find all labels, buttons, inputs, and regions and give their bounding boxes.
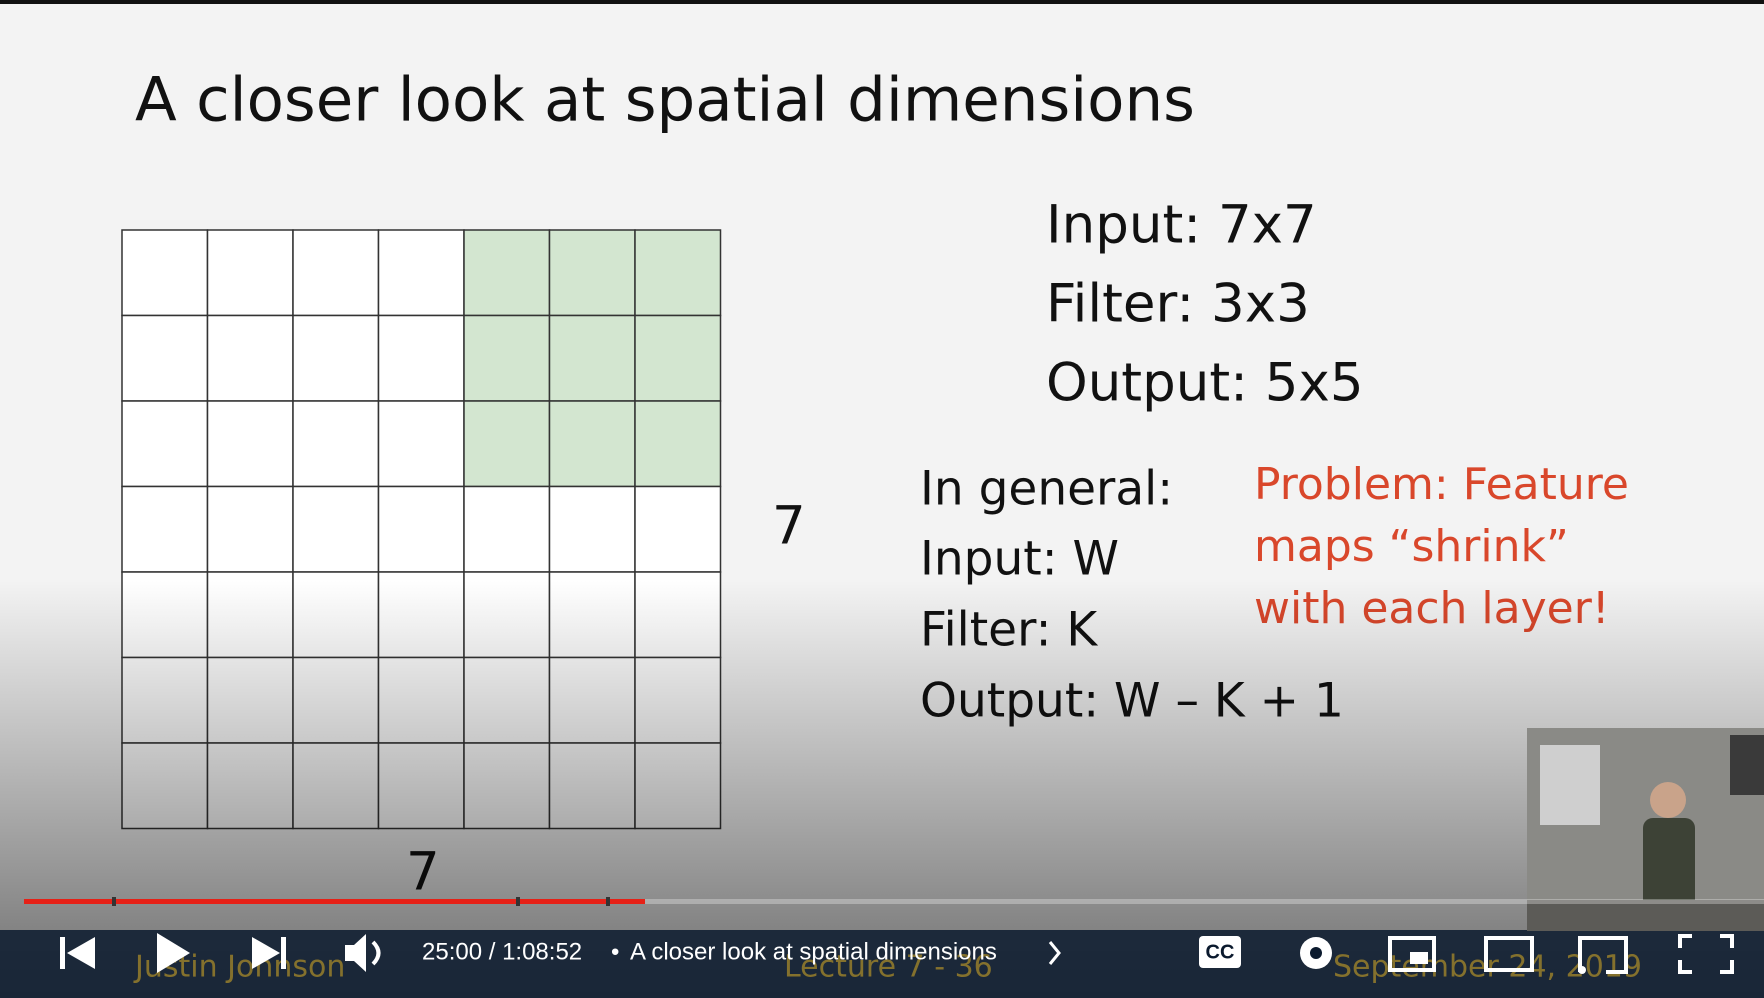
progress-bar[interactable] (24, 897, 1764, 906)
chapter-title[interactable]: A closer look at spatial dimensions (630, 938, 997, 965)
grid-cell (121, 400, 209, 488)
filter-cell (548, 229, 636, 317)
controls-bar (0, 930, 1764, 998)
slide-title: A closer look at spatial dimensions (135, 65, 1195, 136)
theater-button[interactable] (1484, 936, 1534, 972)
grid-cell (206, 314, 294, 402)
play-button[interactable] (157, 933, 190, 973)
grid-cell (634, 485, 722, 573)
separator: • (611, 938, 619, 965)
fullscreen-button[interactable] (1678, 934, 1734, 974)
grid-cell (121, 485, 209, 573)
filter-cell (634, 314, 722, 402)
grid-cell (463, 485, 551, 573)
grid-cell (292, 485, 380, 573)
grid-cell (377, 485, 465, 573)
grid-cell (292, 314, 380, 402)
grid-cell (206, 400, 294, 488)
grid-cell (206, 485, 294, 573)
grid-cell (377, 314, 465, 402)
spec: Filter: 3x3 (1046, 274, 1310, 335)
grid-cell (121, 314, 209, 402)
spec: Input: 7x7 (1046, 195, 1317, 256)
filter-cell (463, 400, 551, 488)
filter-cell (463, 314, 551, 402)
controls: 25:00 / 1:08:52 • A closer look at spati… (60, 933, 1734, 974)
filter-cell (463, 229, 551, 317)
player-gradient (0, 580, 1764, 998)
filter-cell (634, 229, 722, 317)
captions-button[interactable]: CC (1199, 936, 1241, 968)
time-display: 25:00 / 1:08:52 (422, 938, 582, 965)
filter-cell (548, 400, 636, 488)
problem-line: Problem: Feature (1254, 459, 1629, 510)
miniplayer-button[interactable] (1388, 936, 1436, 972)
chapter-arrow[interactable] (1048, 941, 1061, 965)
grid-height-label: 7 (772, 496, 806, 557)
top-bar (0, 0, 1764, 4)
grid-cell (292, 400, 380, 488)
cast-button[interactable] (1578, 936, 1628, 974)
grid-cell (377, 400, 465, 488)
previous-button[interactable] (60, 937, 95, 969)
filter-cell (548, 314, 636, 402)
general-line: Input: W (920, 532, 1119, 587)
problem-line: maps “shrink” (1254, 521, 1569, 572)
grid-cell (121, 229, 209, 317)
webcam (1527, 728, 1764, 931)
filter-cell (634, 400, 722, 488)
slide-footer: Lecture 7 - 36 (784, 950, 993, 985)
grid-cell (377, 229, 465, 317)
captions-label: CC (1206, 941, 1235, 963)
grid-cell (548, 485, 636, 573)
spec: Output: 5x5 (1046, 353, 1364, 414)
general-line: In general: (920, 462, 1173, 517)
next-button[interactable] (252, 937, 286, 969)
grid-cell (206, 229, 294, 317)
grid-cell (292, 229, 380, 317)
volume-button[interactable] (345, 934, 381, 972)
settings-button[interactable] (1300, 937, 1332, 969)
